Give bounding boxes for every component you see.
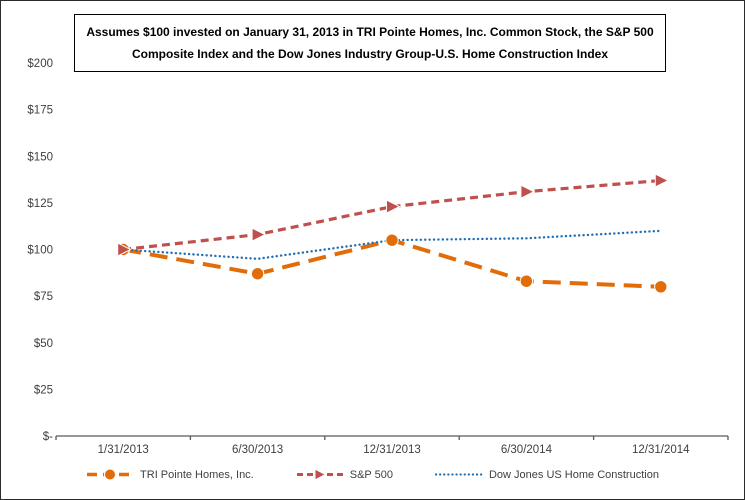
triangle-marker — [314, 468, 327, 481]
legend-item: S&P 500 — [296, 467, 393, 482]
y-tick-label: $- — [43, 431, 53, 443]
y-tick-label: $100 — [27, 245, 53, 257]
y-tick-label: $75 — [34, 291, 53, 303]
series-path — [122, 238, 661, 289]
x-axis-label: 1/31/2013 — [98, 444, 149, 456]
x-axis-label: 6/30/2013 — [232, 444, 283, 456]
legend-item: TRI Pointe Homes, Inc. — [86, 467, 254, 482]
chart-title: Assumes $100 invested on January 31, 201… — [74, 14, 666, 73]
series-line-1 — [122, 238, 661, 289]
y-tick-label: $200 — [27, 58, 53, 70]
triangle-marker — [251, 227, 267, 242]
legend-line-sample — [87, 468, 134, 481]
legend-line-sample — [434, 473, 483, 476]
legend-label: Dow Jones US Home Construction — [488, 468, 659, 481]
circle-marker — [104, 468, 117, 481]
x-axis-label: 12/31/2014 — [632, 444, 690, 456]
chart-legend: TRI Pointe Homes, Inc. S&P 500 Dow Jones U… — [1, 467, 744, 482]
circle-marker — [654, 280, 668, 294]
series-line-3 — [121, 229, 662, 261]
circle-marker — [250, 267, 265, 281]
triangle-marker — [520, 184, 536, 199]
series-path — [121, 229, 662, 261]
y-tick-label: $125 — [27, 198, 53, 210]
triangle-marker — [654, 173, 670, 188]
circle-marker — [519, 274, 534, 288]
legend-line-sample — [296, 468, 343, 481]
triangle-marker — [386, 199, 401, 214]
x-axis-label: 6/30/2014 — [501, 444, 553, 456]
axes: $- $25 $50 $75 $100 $125 $150 $175 $200 1/31/2013… — [27, 58, 729, 456]
series-markers-1 — [116, 233, 668, 294]
y-tick-label: $25 — [34, 384, 53, 396]
y-tick-label: $150 — [27, 151, 53, 163]
series-markers-2 — [117, 173, 670, 257]
x-axis-label: 12/31/2013 — [363, 444, 421, 456]
triangle-marker — [117, 242, 132, 257]
legend-item: Dow Jones US Home Construction — [434, 467, 659, 482]
y-tick-label: $50 — [34, 338, 53, 350]
y-tick-label: $175 — [27, 105, 53, 117]
legend-label: S&P 500 — [349, 468, 393, 481]
circle-marker — [385, 233, 399, 247]
legend-label: TRI Pointe Homes, Inc. — [140, 468, 254, 481]
